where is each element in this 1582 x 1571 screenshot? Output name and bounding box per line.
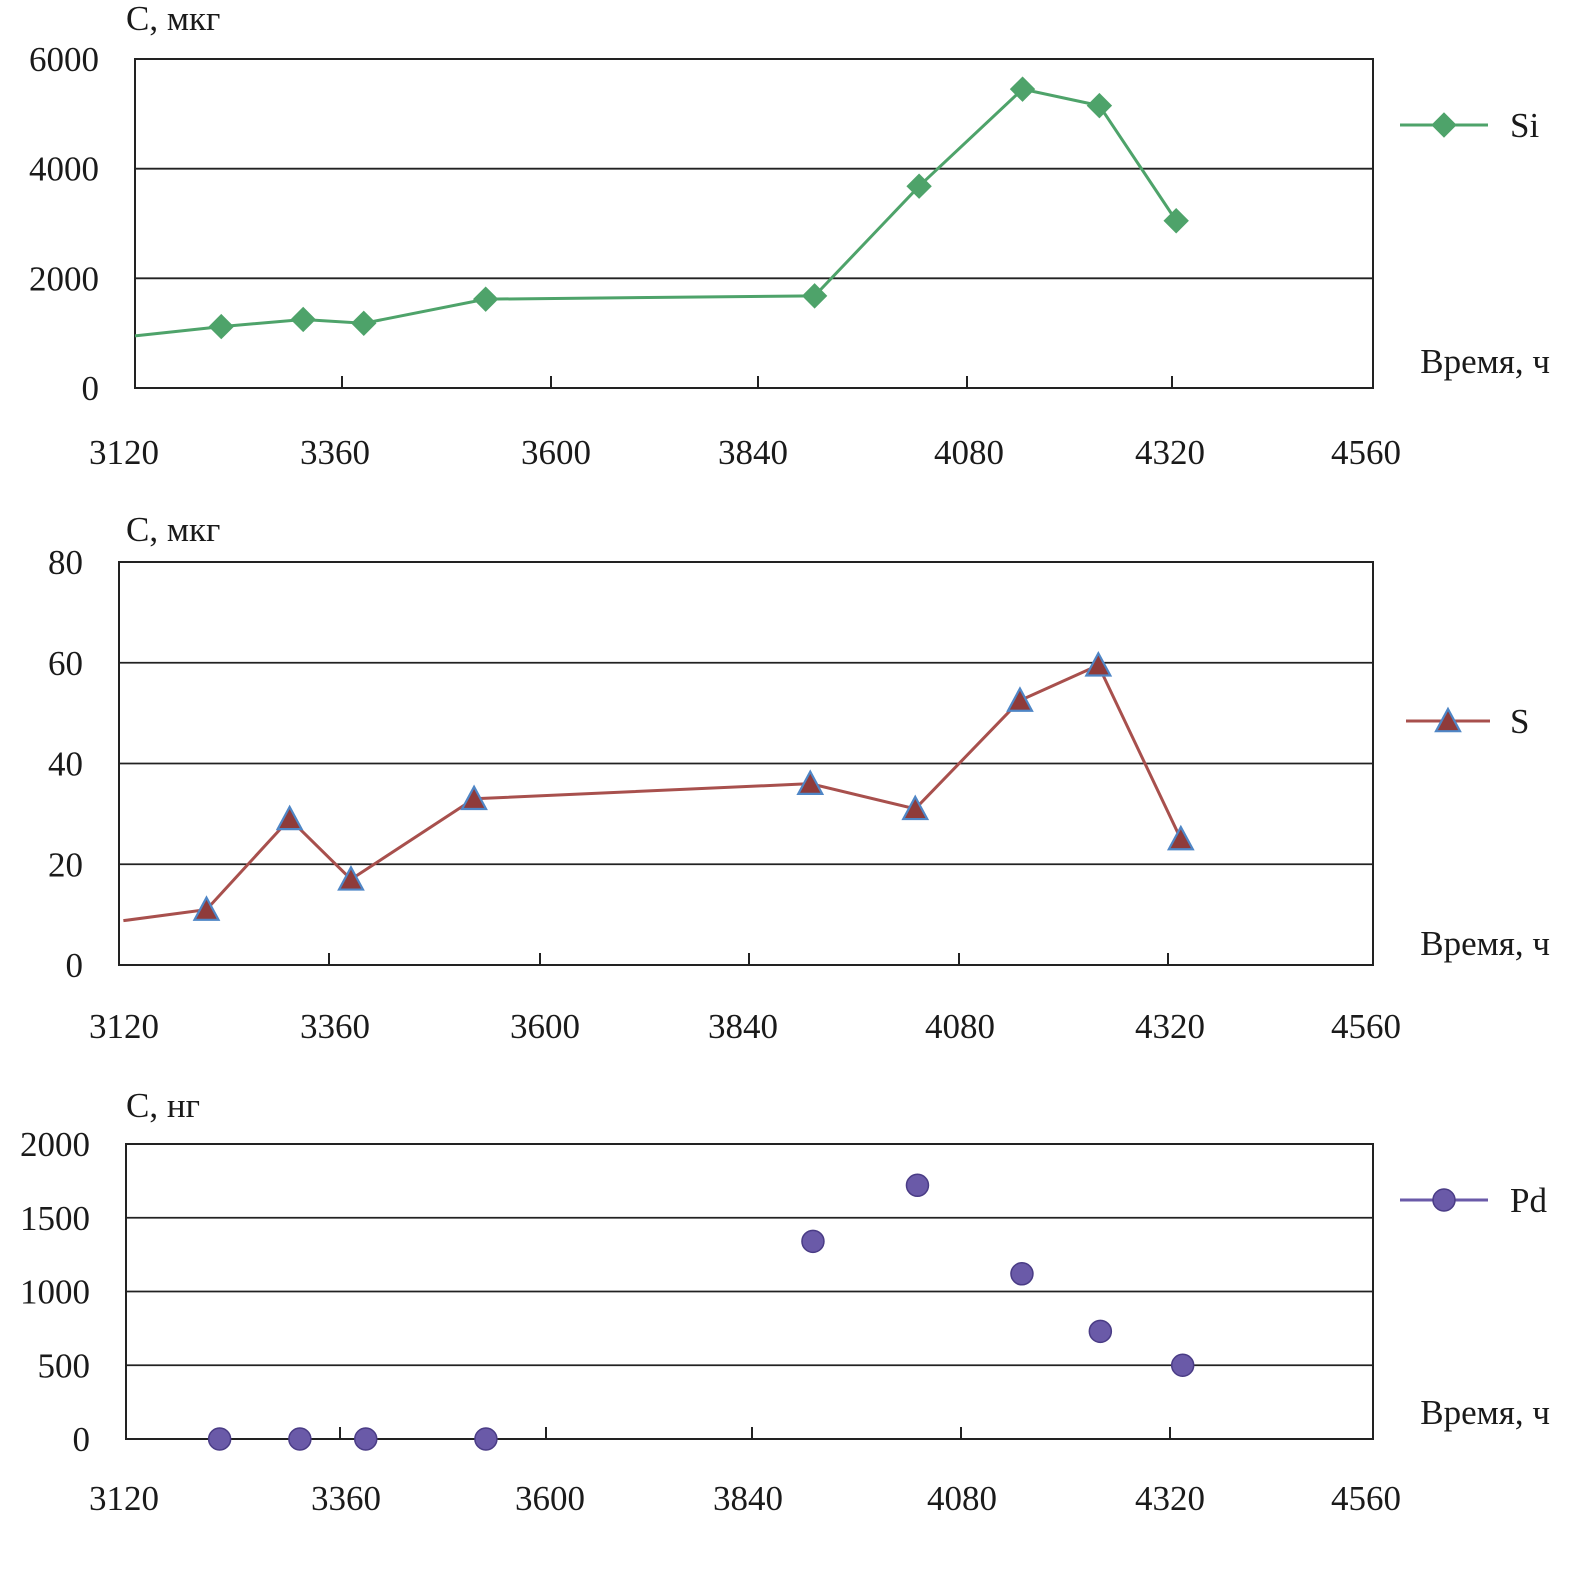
data-point bbox=[460, 784, 488, 811]
x-tick-label: 4320 bbox=[1135, 1007, 1205, 1046]
y-tick-label: 500 bbox=[38, 1346, 91, 1385]
y-axis-title: C, мкг bbox=[126, 0, 220, 38]
data-point bbox=[1006, 686, 1034, 712]
x-axis-title: Время, ч bbox=[1420, 924, 1550, 963]
data-point bbox=[474, 1427, 498, 1451]
data-point bbox=[207, 1427, 232, 1451]
x-tick-label: 3600 bbox=[510, 1007, 580, 1046]
data-point bbox=[1088, 1319, 1113, 1344]
x-axis-title: Время, ч bbox=[1420, 342, 1550, 381]
x-tick-label: 3600 bbox=[521, 433, 591, 472]
x-axis-title: Время, ч bbox=[1420, 1393, 1550, 1432]
x-tick-label: 3840 bbox=[713, 1479, 783, 1518]
x-tick-label: 3120 bbox=[89, 1479, 159, 1518]
x-tick-label: 4320 bbox=[1135, 1479, 1205, 1518]
x-tick-label: 4560 bbox=[1331, 1007, 1401, 1046]
y-tick-label: 2000 bbox=[20, 1125, 90, 1164]
y-tick-label: 0 bbox=[66, 946, 84, 985]
y-tick-label: 0 bbox=[82, 369, 100, 408]
data-point bbox=[1084, 650, 1113, 677]
y-tick-label: 60 bbox=[48, 644, 83, 683]
x-tick-label: 3120 bbox=[89, 433, 159, 472]
data-point bbox=[275, 804, 304, 831]
series-si bbox=[134, 76, 1189, 340]
data-point bbox=[1166, 824, 1195, 851]
legend: S bbox=[1406, 702, 1529, 741]
x-tick-label: 3600 bbox=[515, 1479, 585, 1518]
data-point bbox=[1170, 1353, 1195, 1377]
data-point bbox=[1086, 92, 1113, 119]
chart-panel-2: 0 20 40 60 80 3120 3360 3600 3840 4080 4320 4560 C, … bbox=[48, 510, 1550, 1046]
y-tick-label: 1500 bbox=[20, 1199, 90, 1238]
series-line bbox=[134, 87, 1178, 338]
x-tick-label: 4320 bbox=[1135, 433, 1205, 472]
y-tick-label: 1000 bbox=[20, 1273, 90, 1312]
data-point bbox=[472, 286, 499, 312]
x-tick-label: 4080 bbox=[934, 433, 1004, 472]
x-tick-label: 3840 bbox=[718, 433, 788, 472]
legend-label: Pd bbox=[1510, 1181, 1547, 1220]
legend-label: Si bbox=[1510, 106, 1539, 145]
data-point bbox=[801, 283, 828, 309]
data-point bbox=[337, 865, 365, 891]
y-axis-title: C, мкг bbox=[126, 510, 220, 549]
chart-panel-3: 0 500 1000 1500 2000 3120 3360 3600 3840 4080 4320… bbox=[20, 1086, 1550, 1518]
x-tick-label: 4560 bbox=[1331, 1479, 1401, 1518]
series-s bbox=[123, 650, 1195, 923]
data-point bbox=[351, 310, 377, 337]
y-tick-label: 80 bbox=[48, 543, 83, 582]
y-tick-label: 2000 bbox=[29, 259, 99, 298]
legend-marker bbox=[1434, 706, 1462, 733]
series-line bbox=[123, 663, 1183, 923]
data-point bbox=[288, 1427, 312, 1451]
data-point bbox=[354, 1427, 378, 1451]
y-tick-label: 40 bbox=[48, 745, 83, 784]
x-tick-label: 4080 bbox=[925, 1007, 995, 1046]
data-point bbox=[1010, 1262, 1034, 1286]
x-tick-label: 3360 bbox=[300, 433, 370, 472]
data-point bbox=[1009, 76, 1036, 102]
y-tick-label: 20 bbox=[48, 845, 83, 884]
legend-marker bbox=[1432, 1188, 1456, 1212]
data-point bbox=[801, 1229, 825, 1254]
x-tick-label: 3840 bbox=[708, 1007, 778, 1046]
data-point bbox=[901, 794, 930, 821]
data-point bbox=[1163, 208, 1189, 234]
x-tick-label: 3360 bbox=[300, 1007, 370, 1046]
data-point bbox=[905, 1173, 930, 1198]
chart-panel-1: 0 2000 4000 6000 3120 3360 3600 3840 4080 4320 456… bbox=[29, 0, 1550, 472]
data-point bbox=[906, 173, 932, 199]
x-tick-label: 4560 bbox=[1331, 433, 1401, 472]
y-axis-title: C, нг bbox=[126, 1086, 200, 1125]
legend-label: S bbox=[1510, 702, 1529, 741]
legend-marker bbox=[1431, 112, 1457, 138]
x-tick-label: 3360 bbox=[311, 1479, 381, 1518]
x-tick-label: 3120 bbox=[89, 1007, 159, 1046]
data-point bbox=[192, 895, 221, 921]
series-pd bbox=[207, 1173, 1195, 1451]
x-tick-label: 4080 bbox=[927, 1479, 997, 1518]
plot-area bbox=[134, 58, 1374, 389]
legend: Pd bbox=[1400, 1181, 1547, 1220]
data-point bbox=[290, 306, 316, 333]
data-point bbox=[208, 313, 234, 340]
y-tick-label: 0 bbox=[73, 1420, 91, 1459]
data-point bbox=[796, 769, 825, 795]
legend: Si bbox=[1400, 106, 1539, 145]
y-tick-label: 6000 bbox=[29, 40, 99, 79]
y-tick-label: 4000 bbox=[29, 150, 99, 189]
